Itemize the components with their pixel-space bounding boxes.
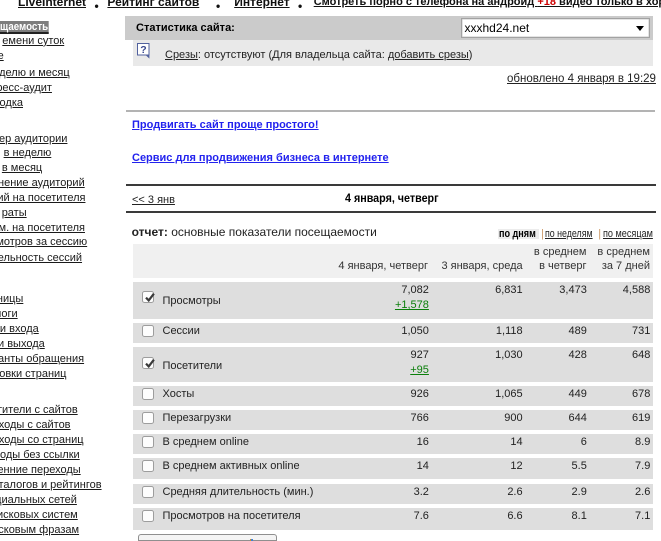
svg-text:?: ? — [140, 44, 146, 56]
